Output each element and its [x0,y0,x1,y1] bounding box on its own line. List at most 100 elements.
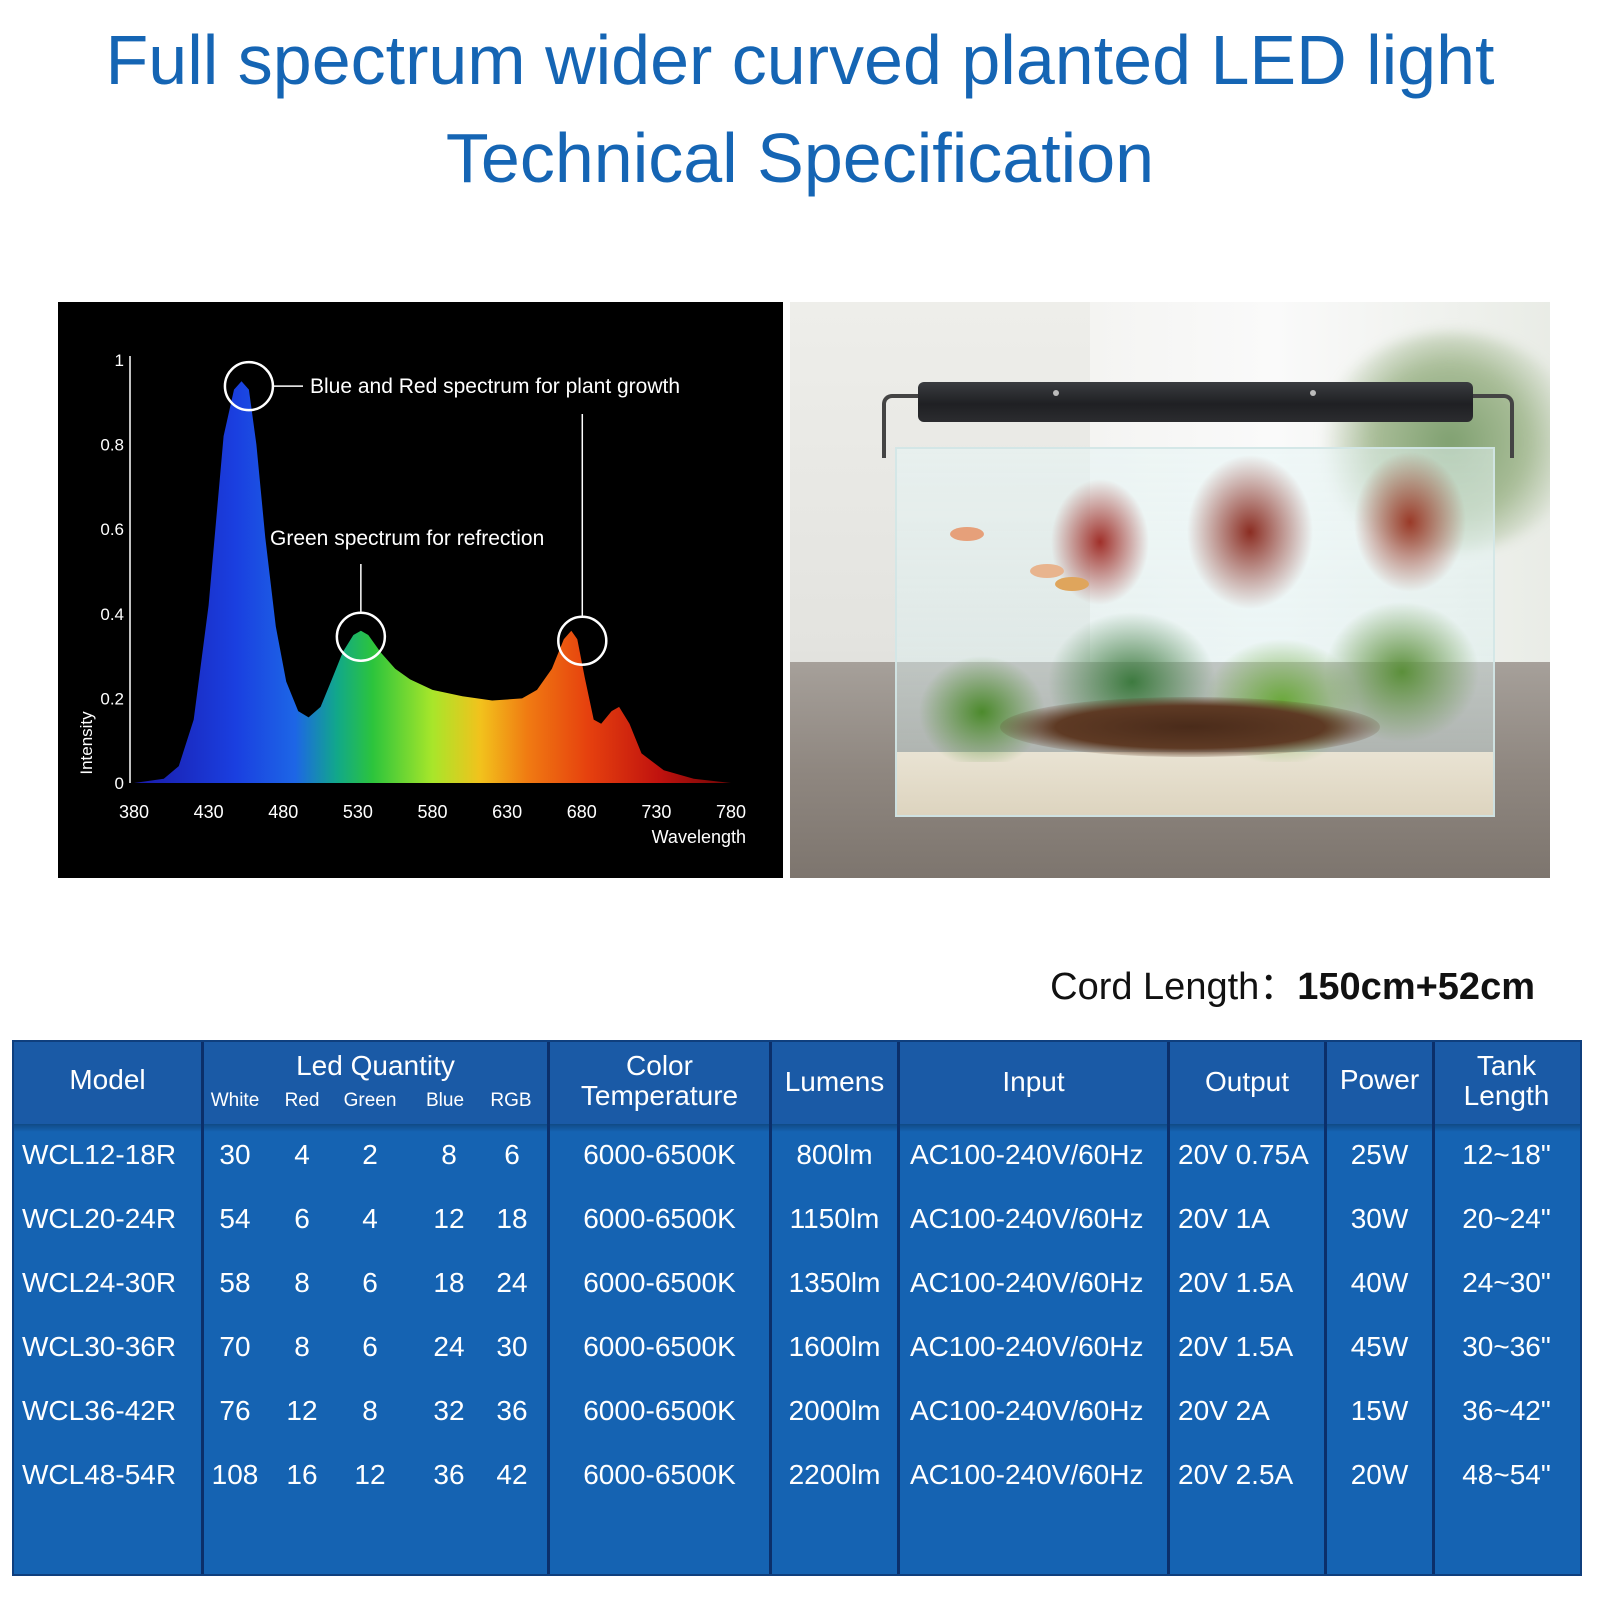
table-cell-lumens: 800lm [796,1139,873,1170]
header-model: Model [69,1064,146,1095]
table-cell-tank-length: 24~30" [1462,1267,1551,1298]
table-cell-lumens: 1600lm [788,1331,881,1362]
column-divider [201,1042,204,1574]
table-cell-temperature: 6000-6500K [583,1459,736,1490]
x-tick-label: 730 [641,802,671,822]
header-rgb: RGB [490,1090,532,1111]
table-cell-model: WCL24-30R [22,1267,177,1298]
header-red: Red [284,1090,320,1111]
y-tick-label: 0.4 [100,605,124,624]
table-cell-rgb: 42 [496,1459,528,1490]
table-cell-red: 8 [294,1331,310,1362]
table-cell-power: 30W [1350,1203,1409,1234]
y-tick-label: 0.6 [100,520,124,539]
x-tick-label: 580 [417,802,447,822]
table-cell-green: 4 [362,1203,378,1234]
table-header-shadow [14,1124,1580,1132]
column-divider [897,1042,900,1574]
table-cell-white: 76 [219,1395,251,1426]
table-cell-red: 8 [294,1267,310,1298]
table-cell-rgb: 30 [496,1331,528,1362]
header-color-temp: Color [626,1050,693,1081]
table-cell-red: 12 [286,1395,318,1426]
column-divider [1324,1042,1327,1574]
table-cell-output: 20V 2.5A [1178,1459,1294,1490]
table-cell-lumens: 2200lm [788,1459,881,1490]
y-tick-label: 1 [115,351,124,370]
header-power: Power [1339,1064,1420,1095]
table-cell-rgb: 36 [496,1395,528,1426]
table-cell-input: AC100-240V/60Hz [910,1331,1144,1362]
table-cell-power: 25W [1350,1139,1409,1170]
table-cell-temperature: 6000-6500K [583,1267,736,1298]
x-tick-label: 530 [343,802,373,822]
x-tick-label: 630 [492,802,522,822]
x-tick-label: 780 [716,802,746,822]
table-cell-green: 6 [362,1331,378,1362]
table-cell-blue: 8 [441,1139,457,1170]
header-input: Input [1002,1066,1065,1097]
light-bracket-right [1466,394,1514,458]
driftwood [1000,697,1380,757]
cord-length-value: 150cm+52cm [1297,966,1535,1008]
table-cell-output: 20V 1A [1178,1203,1270,1234]
table-cell-model: WCL36-42R [22,1395,177,1426]
table-cell-white: 58 [219,1267,251,1298]
spectrum-area [134,381,731,783]
header-led-quantity: Led Quantity [296,1050,455,1081]
table-header-band [14,1042,1580,1124]
table-cell-output: 20V 1.5A [1178,1267,1294,1298]
header-lumens: Lumens [784,1066,885,1097]
table-cell-power: 20W [1350,1459,1409,1490]
cord-length-label: Cord Length： [1050,966,1298,1008]
table-cell-input: AC100-240V/60Hz [910,1203,1144,1234]
spectrum-chart-svg: 0 0.2 0.4 0.6 0.8 1 380 430 480 530 580 630 680 730 78… [77,351,746,847]
x-axis-label: Wavelength [652,827,746,847]
fish [1055,577,1089,591]
table-cell-blue: 18 [433,1267,465,1298]
column-divider [769,1042,772,1574]
y-tick-label: 0.8 [100,436,124,455]
table-cell-temperature: 6000-6500K [583,1203,736,1234]
header-white: White [210,1090,260,1111]
column-divider [547,1042,550,1574]
x-tick-label: 380 [119,802,149,822]
header-green: Green [343,1090,397,1111]
aquarium-sand [897,752,1493,815]
table-cell-blue: 32 [433,1395,465,1426]
table-cell-power: 40W [1350,1267,1409,1298]
table-cell-blue: 36 [433,1459,465,1490]
table-cell-white: 30 [219,1139,251,1170]
table-cell-blue: 12 [433,1203,465,1234]
table-cell-temperature: 6000-6500K [583,1331,736,1362]
x-tick-label: 430 [194,802,224,822]
table-cell-white: 54 [219,1203,251,1234]
y-axis-label: Intensity [77,711,96,775]
cord-length: Cord Length：150cm+52cm [1050,955,1535,1010]
y-tick-label: 0 [115,774,124,793]
table-cell-red: 6 [294,1203,310,1234]
table-cell-tank-length: 12~18" [1462,1139,1551,1170]
column-divider [1432,1042,1435,1574]
annotation-green: Green spectrum for refrection [270,527,544,550]
light-bar-screw [1310,390,1316,396]
table-cell-rgb: 18 [496,1203,528,1234]
page-title-line1: Full spectrum wider curved planted LED l… [105,21,1495,99]
led-light-bar [918,382,1473,422]
table-cell-lumens: 1150lm [789,1203,880,1234]
annotation-blue-red: Blue and Red spectrum for plant growth [310,375,680,398]
table-cell-white: 108 [211,1459,259,1490]
table-cell-temperature: 6000-6500K [583,1139,736,1170]
table-cell-model: WCL48-54R [22,1459,177,1490]
table-cell-temperature: 6000-6500K [583,1395,736,1426]
header-tank: Tank [1476,1050,1537,1081]
table-cell-input: AC100-240V/60Hz [910,1139,1144,1170]
light-bar-screw [1053,390,1059,396]
table-cell-rgb: 6 [504,1139,520,1170]
table-cell-green: 12 [354,1459,386,1490]
table-cell-model: WCL30-36R [22,1331,177,1362]
page-title-line2: Technical Specification [445,119,1155,197]
table-cell-red: 4 [294,1139,310,1170]
header-length: Length [1463,1080,1550,1111]
aquarium-photo [790,302,1550,878]
